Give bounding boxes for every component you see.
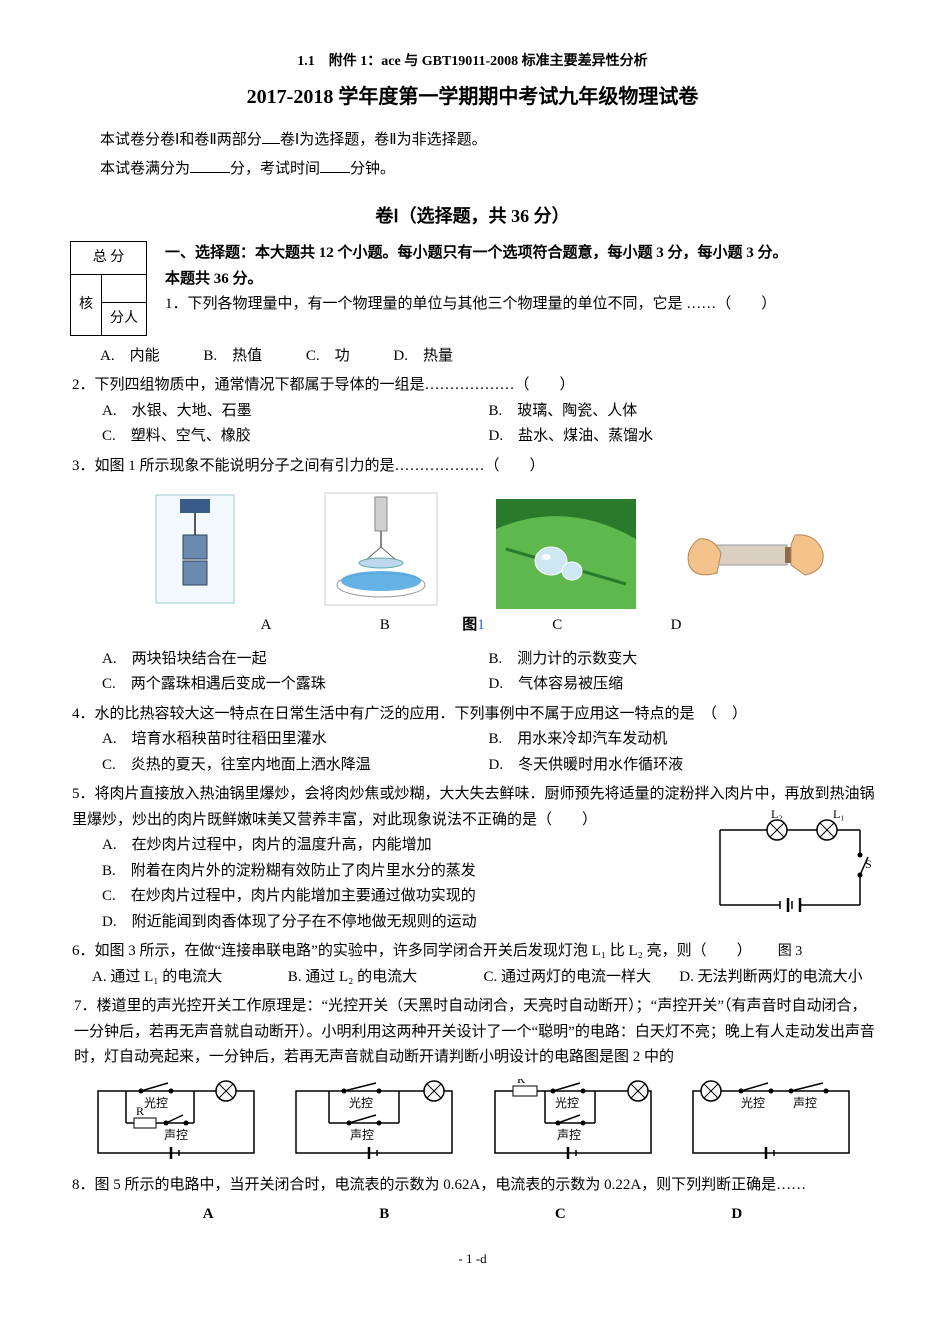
q7-circuit-c: R 光控 声控 (483, 1079, 663, 1169)
q3-label-b: B (325, 613, 445, 639)
intro-2: 本试卷满分为 分，考试时间 分钟。 (100, 157, 875, 183)
svg-text:R: R (136, 1104, 144, 1118)
circuit-c-icon: R 光控 声控 (483, 1079, 663, 1169)
spring-scale-icon (321, 489, 441, 609)
q7-label-c: C (555, 1202, 566, 1228)
q5-opt-a: A. 在炒肉片过程中，肉片的温度升高，内能增加 (102, 833, 662, 859)
header-note: 1.1 附件 1：ace 与 GBT19011-2008 标准主要差异性分析 (70, 50, 875, 74)
q7-label-d: D (731, 1202, 742, 1228)
section-instruction: 一、选择题：本大题共 12 个小题。每小题只有一个选项符合题意，每小题 3 分，… (165, 241, 875, 318)
q1-opt-d: D. 热量 (393, 344, 453, 370)
q1-opt-c: C. 功 (306, 344, 350, 370)
q7-circuit-b: 光控 声控 (284, 1079, 464, 1169)
q6-opt-d: D. 无法判断两灯的电流大小 (679, 965, 875, 991)
figure-3: L₂ L₁ S 图 3 (705, 810, 875, 963)
q4-stem: 4．水的比热容较大这一特点在日常生活中有广泛的应用．下列事例中不属于应用这一特点… (72, 702, 875, 728)
q4-opt-d: D. 冬天供暖时用水作循环液 (489, 753, 876, 779)
svg-text:声控: 声控 (793, 1096, 817, 1110)
q6-opt-c: C. 通过两灯的电流一样大 (484, 965, 680, 991)
intro-1: 本试卷分卷Ⅰ和卷Ⅱ两部分 卷Ⅰ为选择题，卷Ⅱ为非选择题。 (100, 128, 875, 154)
q3-stem: 3．如图 1 所示现象不能说明分子之间有引力的是………………（ ） (72, 454, 875, 480)
q7-label-a: A (203, 1202, 214, 1228)
svg-text:R: R (517, 1079, 525, 1086)
q7-circuit-a: 光控 R 声控 (86, 1079, 266, 1169)
circuit-a-icon: 光控 R 声控 (86, 1079, 266, 1169)
q7-circuit-d: 光控 声控 (681, 1079, 861, 1169)
q6-opt-b: B. 通过 L₂ 的电流大 (288, 965, 484, 991)
score-cell-checker-a: 核 (71, 275, 102, 336)
score-cell-total: 总 分 (71, 242, 147, 275)
q3-panel-d (669, 499, 835, 609)
q2-opt-a: A. 水银、大地、石墨 (102, 399, 489, 425)
q2-opt-b: B. 玻璃、陶瓷、人体 (489, 399, 876, 425)
series-circuit-icon: L₂ L₁ S (705, 810, 875, 930)
instruction-line2: 本题共 36 分。 (165, 271, 263, 287)
q1-stem: 1．下列各物理量中，有一个物理量的单位与其他三个物理量的单位不同，它是 ……（ … (165, 296, 776, 312)
q3-panel-c (484, 499, 650, 609)
syringe-hands-icon (677, 499, 827, 609)
q3-opt-a: A. 两块铅块结合在一起 (102, 647, 489, 673)
page-title: 2017-2018 学年度第一学期期中考试九年级物理试卷 (70, 80, 875, 114)
q1-opt-a: A. 内能 (100, 344, 160, 370)
svg-text:光控: 光控 (144, 1096, 168, 1110)
q2-opt-c: C. 塑料、空气、橡胶 (102, 424, 489, 450)
q7-label-b: B (379, 1202, 389, 1228)
intro2-mid: 分，考试时间 (230, 161, 320, 177)
q3-caption-pre: 图 (462, 617, 477, 633)
q4-opt-b: B. 用水来冷却汽车发动机 (489, 727, 876, 753)
leaf-droplet-icon (496, 499, 636, 609)
svg-text:声控: 声控 (350, 1128, 374, 1142)
circuit-b-icon: 光控 声控 (284, 1079, 464, 1169)
q7-circuit-row: 光控 R 声控 (82, 1079, 865, 1169)
intro1-pre: 本试卷分卷Ⅰ和卷Ⅱ两部分 (100, 132, 262, 148)
q3-panel-a (112, 489, 278, 609)
q3-caption-num: 1 (477, 617, 485, 633)
q5-opt-c: C. 在炒肉片过程中，肉片内能增加主要通过做功实现的 (102, 884, 662, 910)
q2-opt-d: D. 盐水、煤油、蒸馏水 (489, 424, 876, 450)
section-1-title: 卷Ⅰ（选择题，共 36 分） (70, 201, 875, 232)
q3-opt-c: C. 两个露珠相遇后变成一个露珠 (102, 672, 489, 698)
q3-panel-b (298, 489, 464, 609)
svg-text:光控: 光控 (555, 1096, 579, 1110)
score-cell-checker-b: 分人 (102, 303, 147, 336)
page-footer: - 1 -d (70, 1248, 875, 1270)
q3-figure-caption: A B 图1 C D (72, 613, 875, 639)
q7-labels: A B C D (120, 1202, 825, 1228)
q8-stem: 8．图 5 所示的电路中，当开关闭合时，电流表的示数为 0.62A，电流表的示数… (72, 1173, 875, 1199)
fig3-s: S (865, 857, 872, 871)
instruction-line1: 一、选择题：本大题共 12 个小题。每小题只有一个选项符合题意，每小题 3 分，… (165, 245, 788, 261)
q7-stem: 7．楼道里的声光控开关工作原理是：“光控开关（天黑时自动闭合，天亮时自动断开）；… (74, 994, 875, 1071)
fig3-caption: 图 3 (705, 940, 875, 964)
lead-blocks-icon (150, 489, 240, 609)
fig3-l2: L₂ (771, 810, 783, 821)
q5-opt-b: B. 附着在肉片外的淀粉糊有效防止了肉片里水分的蒸发 (102, 859, 662, 885)
intro2-post: 分钟。 (350, 161, 395, 177)
q5-opt-d: D. 附近能闻到肉香体现了分子在不停地做无规则的运动 (102, 910, 662, 936)
q3-opt-b: B. 测力计的示数变大 (489, 647, 876, 673)
q3-label-d: D (616, 613, 736, 639)
q1-options: A. 内能 B. 热值 C. 功 D. 热量 (100, 344, 875, 370)
intro1-post: 卷Ⅰ为选择题，卷Ⅱ为非选择题。 (280, 132, 487, 148)
svg-text:声控: 声控 (557, 1128, 581, 1142)
intro2-pre: 本试卷满分为 (100, 161, 190, 177)
fig3-l1: L₁ (833, 810, 845, 821)
svg-text:光控: 光控 (741, 1096, 765, 1110)
q6-opt-a: A. 通过 L₁ 的电流大 (92, 965, 288, 991)
q4-opt-c: C. 炎热的夏天，往室内地面上洒水降温 (102, 753, 489, 779)
svg-text:声控: 声控 (164, 1128, 188, 1142)
q3-opt-d: D. 气体容易被压缩 (489, 672, 876, 698)
score-table: 总 分 核 分人 (70, 241, 147, 336)
q3-label-c: C (502, 613, 612, 639)
q2-stem: 2．下列四组物质中，通常情况下都属于导体的一组是………………（ ） (72, 373, 875, 399)
q3-label-a: A (211, 613, 321, 639)
q1-opt-b: B. 热值 (203, 344, 262, 370)
svg-text:光控: 光控 (349, 1096, 373, 1110)
q3-figure-row (112, 489, 835, 609)
circuit-d-icon: 光控 声控 (681, 1079, 861, 1169)
q4-opt-a: A. 培育水稻秧苗时往稻田里灌水 (102, 727, 489, 753)
